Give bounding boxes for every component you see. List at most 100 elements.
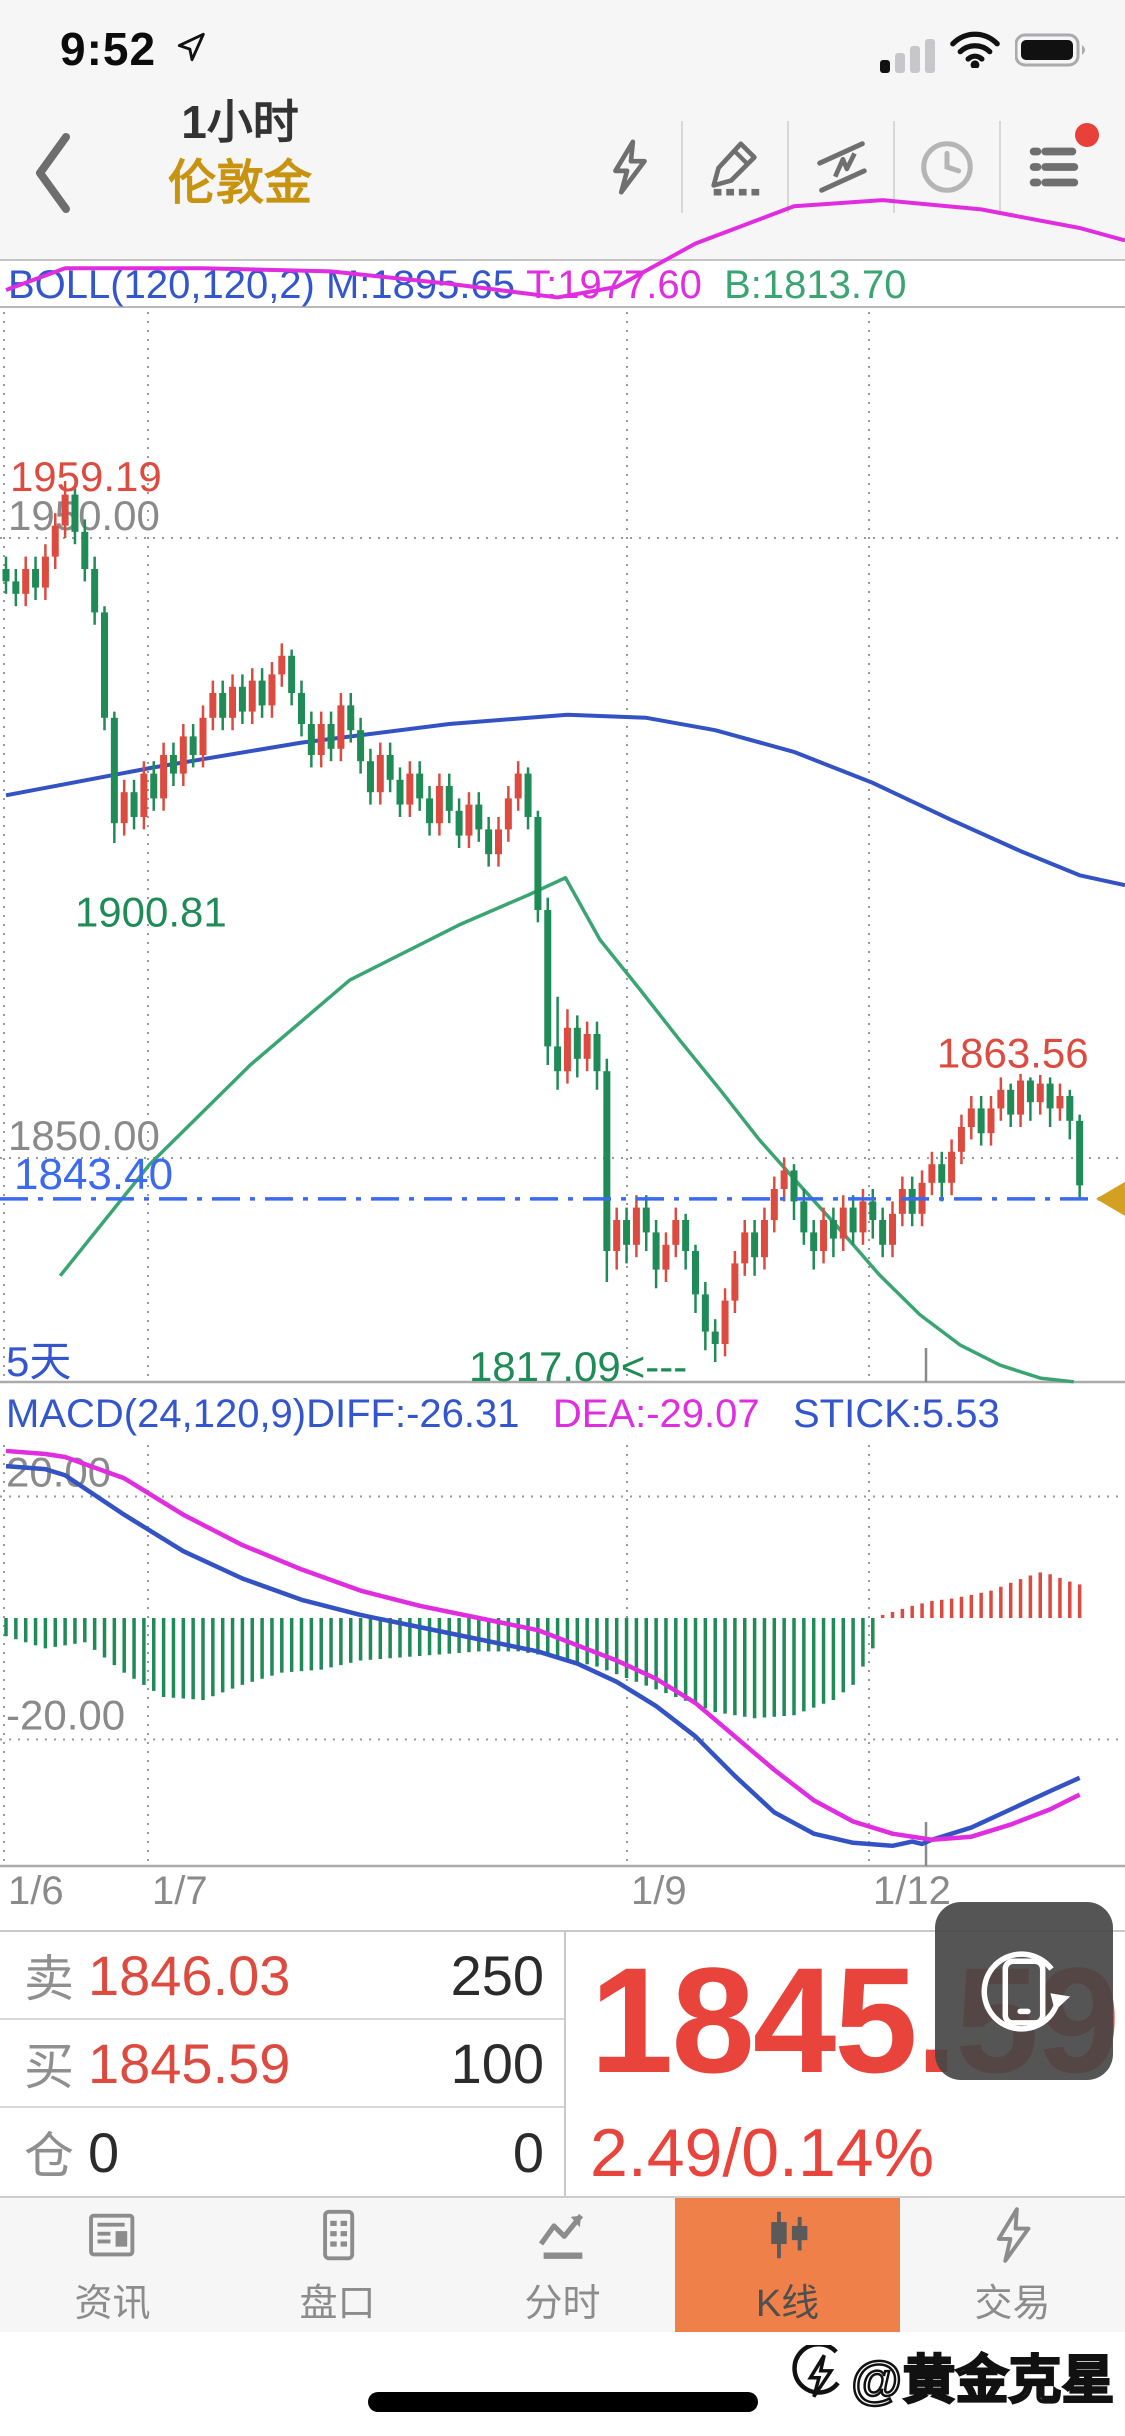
candle-body bbox=[465, 804, 473, 836]
candle-body bbox=[2, 569, 10, 582]
candle-body bbox=[977, 1108, 985, 1134]
symbol-label: 伦敦金 bbox=[167, 157, 312, 210]
battery-icon bbox=[1014, 32, 1089, 73]
candle-body bbox=[327, 724, 335, 749]
candle-body bbox=[120, 792, 128, 824]
toolbar-separator bbox=[999, 121, 1001, 213]
candle-body bbox=[455, 810, 463, 836]
bid-price: 1845.59 bbox=[88, 2031, 291, 2095]
rotate-screen-button[interactable] bbox=[935, 1902, 1113, 2080]
candle-body bbox=[485, 829, 493, 855]
trendline-tool-button[interactable] bbox=[789, 115, 893, 219]
candle-body bbox=[760, 1220, 768, 1258]
candle-body bbox=[544, 910, 552, 1047]
candle-body bbox=[632, 1207, 640, 1245]
chart-header: 1小时 伦敦金 bbox=[0, 85, 1125, 261]
candle-body bbox=[278, 655, 286, 675]
candle-body bbox=[731, 1263, 739, 1301]
watermark-text: @黄金克星 bbox=[850, 2351, 1115, 2412]
price-change: 2.49/0.14% bbox=[590, 2115, 935, 2191]
chart-label: 1959.19 bbox=[10, 453, 162, 500]
candle-body bbox=[573, 1027, 581, 1059]
candle-body bbox=[81, 531, 89, 569]
candle-body bbox=[967, 1108, 975, 1127]
draw-tool-button[interactable] bbox=[683, 115, 787, 219]
tab-news[interactable]: 资讯 bbox=[0, 2198, 225, 2332]
candle-body bbox=[1056, 1096, 1064, 1109]
ask-price: 1846.03 bbox=[88, 1943, 291, 2007]
candle-body bbox=[199, 717, 207, 755]
bid-row[interactable]: 买 1845.59 100 bbox=[0, 2020, 564, 2108]
timeframe-label: 1小时 bbox=[181, 96, 299, 148]
candle-body bbox=[603, 1071, 611, 1251]
candle-body bbox=[51, 525, 59, 557]
ask-label: 卖 bbox=[24, 1951, 74, 2007]
candle-body bbox=[41, 556, 49, 588]
toolbar-separator bbox=[787, 121, 789, 213]
macd-indicator-header[interactable]: MACD(24,120,9)DIFF:-26.31 DEA:-29.07 STI… bbox=[0, 1388, 1125, 1440]
position-row[interactable]: 仓 0 0 bbox=[0, 2108, 564, 2196]
candle-body bbox=[1026, 1080, 1034, 1103]
macd-stick-value: STICK:5.53 bbox=[792, 1391, 1000, 1436]
candle-body bbox=[1007, 1089, 1015, 1115]
status-time: 9:52 bbox=[60, 23, 157, 75]
candle-body bbox=[258, 680, 266, 706]
back-button[interactable] bbox=[28, 123, 78, 223]
tab-trade[interactable]: 交易 bbox=[900, 2198, 1125, 2332]
candle-body bbox=[563, 1027, 571, 1072]
boll-upper-band bbox=[5, 198, 1125, 300]
location-arrow-icon bbox=[175, 30, 209, 69]
home-indicator[interactable] bbox=[368, 2392, 758, 2412]
candle-body bbox=[386, 755, 394, 780]
candle-body bbox=[22, 569, 30, 594]
candle-body bbox=[357, 730, 365, 762]
candle-body bbox=[445, 786, 453, 811]
indicator-settings-button[interactable] bbox=[1001, 115, 1105, 219]
candle-body bbox=[869, 1201, 877, 1220]
chart-label: 1850.00 bbox=[8, 1112, 160, 1159]
macd-title-diff: MACD(24,120,9)DIFF:-26.31 bbox=[6, 1391, 520, 1436]
symbol-title[interactable]: 1小时 伦敦金 bbox=[110, 91, 370, 215]
flash-order-button[interactable] bbox=[577, 115, 681, 219]
candle-body bbox=[189, 736, 197, 755]
candle-body bbox=[1017, 1080, 1025, 1115]
chart-label: 1/9 bbox=[631, 1869, 687, 1913]
macd-dea-line bbox=[5, 1448, 1081, 1842]
candle-body bbox=[347, 705, 355, 731]
candle-body bbox=[721, 1300, 729, 1344]
candle-body bbox=[426, 798, 434, 824]
candle-body bbox=[504, 798, 512, 830]
candle-body bbox=[898, 1189, 906, 1214]
tab-timeshare[interactable]: 分时 bbox=[450, 2198, 675, 2332]
candle-body bbox=[820, 1220, 828, 1251]
history-button[interactable] bbox=[895, 115, 999, 219]
candle-body bbox=[583, 1034, 591, 1059]
candle-body bbox=[1046, 1083, 1054, 1109]
ask-row[interactable]: 卖 1846.03 250 bbox=[0, 1932, 564, 2020]
notification-badge bbox=[1075, 123, 1099, 147]
candle-body bbox=[140, 773, 148, 817]
candle-body bbox=[859, 1201, 867, 1233]
boll-lower-band bbox=[58, 876, 1074, 1384]
boll-middle-band bbox=[5, 712, 1125, 888]
wifi-icon bbox=[949, 30, 1001, 73]
candle-body bbox=[839, 1207, 847, 1239]
tab-orderbook[interactable]: 盘口 bbox=[225, 2198, 450, 2332]
candle-body bbox=[71, 494, 79, 532]
candle-body bbox=[406, 773, 414, 805]
candle-body bbox=[623, 1220, 631, 1245]
candle-body bbox=[91, 569, 99, 613]
candle-body bbox=[711, 1331, 719, 1344]
candle-body bbox=[957, 1127, 965, 1152]
macd-dea-value: DEA:-29.07 bbox=[552, 1391, 760, 1436]
tab-kline[interactable]: K线 bbox=[675, 2198, 900, 2332]
candle-body bbox=[780, 1170, 788, 1189]
candle-body bbox=[524, 773, 532, 817]
candle-body bbox=[169, 755, 177, 774]
candle-body bbox=[741, 1232, 749, 1264]
candle-body bbox=[554, 1046, 562, 1072]
candle-body bbox=[810, 1232, 818, 1251]
candle-body bbox=[238, 686, 246, 712]
